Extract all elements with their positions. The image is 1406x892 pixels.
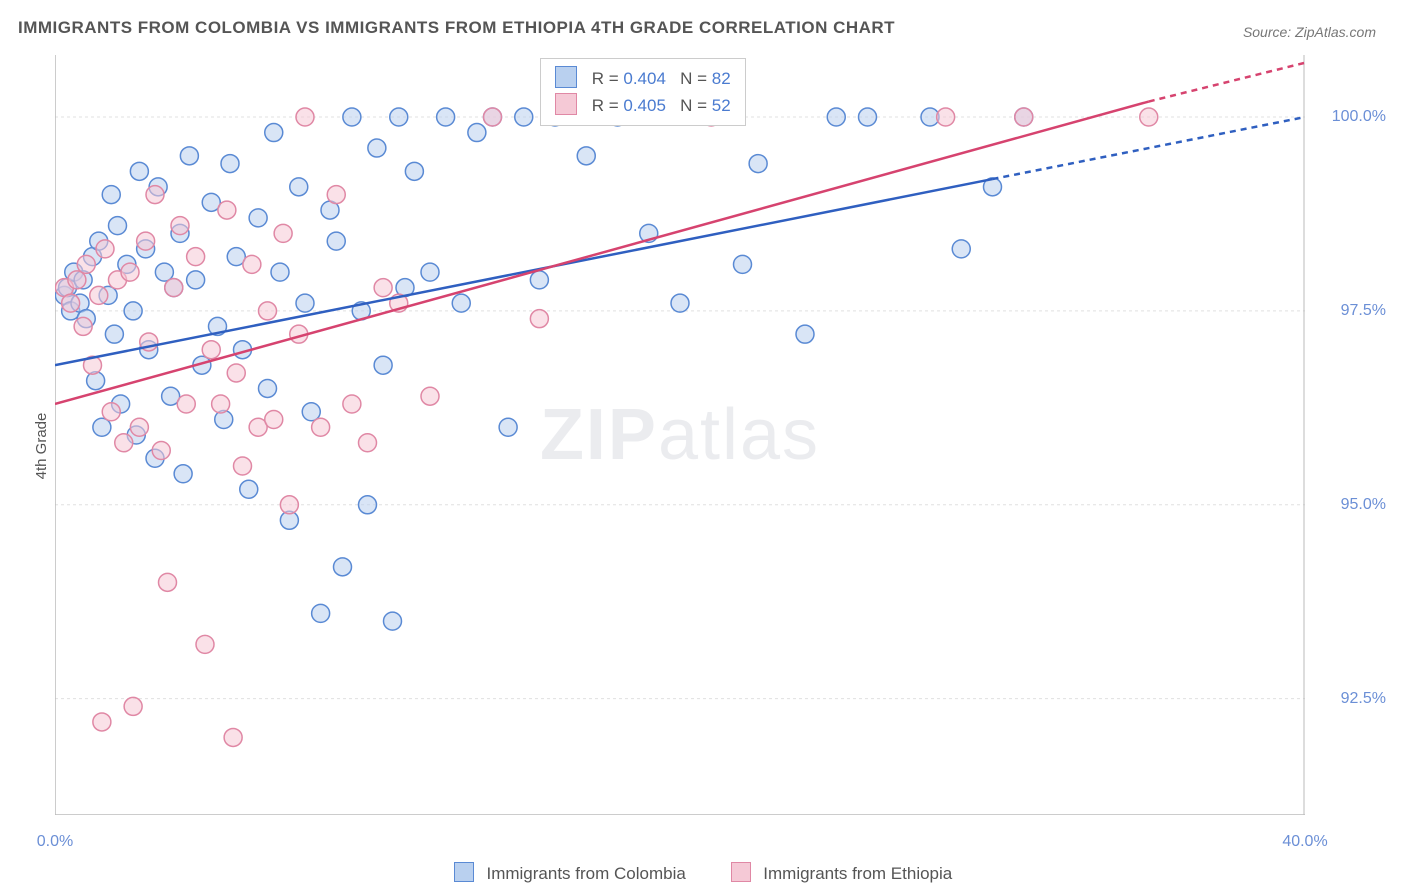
- legend-label-ethiopia: Immigrants from Ethiopia: [763, 864, 952, 883]
- correlation-stats-box: R = 0.404 N = 82 R = 0.405 N = 52: [540, 58, 746, 126]
- y-axis-label: 4th Grade: [33, 413, 50, 480]
- stats-r-value: 0.404: [623, 69, 666, 88]
- legend-item-colombia: Immigrants from Colombia: [454, 862, 686, 884]
- stats-n-value: 82: [712, 69, 731, 88]
- stats-r-value: 0.405: [623, 96, 666, 115]
- y-tick-label: 100.0%: [1332, 108, 1386, 126]
- chart-title: IMMIGRANTS FROM COLOMBIA VS IMMIGRANTS F…: [18, 18, 895, 38]
- y-tick-label: 92.5%: [1341, 690, 1386, 708]
- stats-row-ethiopia: R = 0.405 N = 52: [555, 92, 731, 119]
- stats-swatch: [555, 66, 577, 88]
- y-tick-label: 95.0%: [1341, 496, 1386, 514]
- chart-svg: [55, 55, 1305, 815]
- y-tick-label: 97.5%: [1341, 302, 1386, 320]
- stats-row-colombia: R = 0.404 N = 82: [555, 65, 731, 92]
- legend-swatch-colombia: [454, 862, 474, 882]
- scatter-plot: ZIPatlas: [55, 55, 1305, 815]
- bottom-legend: Immigrants from Colombia Immigrants from…: [0, 862, 1406, 884]
- legend-item-ethiopia: Immigrants from Ethiopia: [731, 862, 953, 884]
- stats-swatch: [555, 93, 577, 115]
- stats-n-value: 52: [712, 96, 731, 115]
- source-label: Source: ZipAtlas.com: [1243, 24, 1376, 40]
- legend-label-colombia: Immigrants from Colombia: [486, 864, 685, 883]
- legend-swatch-ethiopia: [731, 862, 751, 882]
